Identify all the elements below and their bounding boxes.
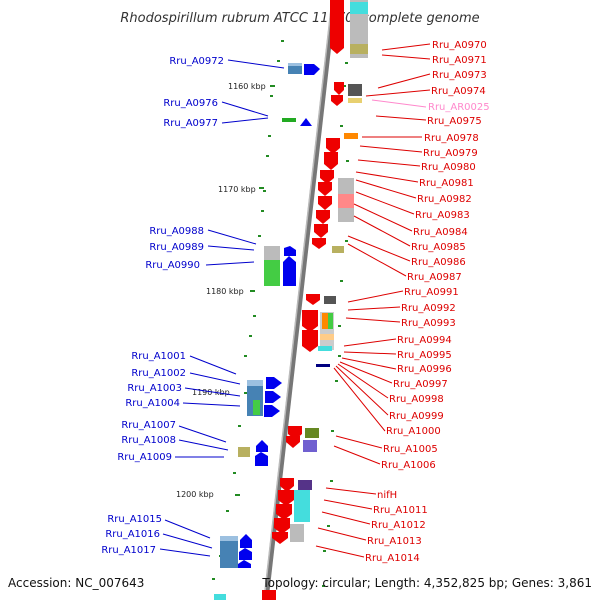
gene-label[interactable]: Rru_A1014 xyxy=(365,553,420,564)
right-gene-labels: Rru_A0970 Rru_A0971 Rru_A0973 Rru_A0974 … xyxy=(365,40,490,564)
kbp-label: 1200 kbp xyxy=(176,490,214,499)
tick-marks xyxy=(212,40,349,587)
gene-label[interactable]: Rru_A0972 xyxy=(169,56,224,67)
gene-label[interactable]: Rru_A0988 xyxy=(149,226,204,237)
forward-strand-features xyxy=(220,63,320,568)
gene-label[interactable]: Rru_A1004 xyxy=(125,398,180,409)
gene-label[interactable]: Rru_A0991 xyxy=(404,287,459,298)
right-connectors xyxy=(315,43,431,558)
gene-label[interactable]: Rru_A0978 xyxy=(424,133,479,144)
kbp-label: 1180 kbp xyxy=(206,287,244,296)
gene-label[interactable]: Rru_A1005 xyxy=(383,444,438,455)
map-title: Rhodospirillum rubrum ATCC 11170, comple… xyxy=(120,11,479,26)
gene-label[interactable]: Rru_A1000 xyxy=(386,426,441,437)
gene-label[interactable]: Rru_A0990 xyxy=(145,260,200,271)
gene-label[interactable]: Rru_A0989 xyxy=(149,242,204,253)
gene-label[interactable]: Rru_A0996 xyxy=(397,364,452,375)
gene-label[interactable]: Rru_AR0025 xyxy=(428,102,490,113)
gene-label[interactable]: Rru_A1017 xyxy=(101,545,156,556)
left-connectors xyxy=(159,59,285,557)
reverse-strand-features xyxy=(214,0,368,600)
accession-text: Accession: NC_007643 xyxy=(8,576,144,590)
gene-label[interactable]: Rru_A0994 xyxy=(397,335,452,346)
gene-label[interactable]: Rru_A1002 xyxy=(131,368,186,379)
kbp-label: 1190 kbp xyxy=(192,388,230,397)
gene-label[interactable]: Rru_A0980 xyxy=(421,162,476,173)
gene-label[interactable]: Rru_A1016 xyxy=(105,529,160,540)
gene-label[interactable]: Rru_A0977 xyxy=(163,118,218,129)
gene-label[interactable]: Rru_A0974 xyxy=(431,86,486,97)
gene-label[interactable]: Rru_A1012 xyxy=(371,520,426,531)
kbp-label: 1170 kbp xyxy=(218,185,256,194)
gene-label[interactable]: Rru_A0986 xyxy=(411,257,466,268)
gene-label[interactable]: Rru_A1006 xyxy=(381,460,436,471)
gene-label[interactable]: Rru_A1008 xyxy=(121,435,176,446)
gene-label[interactable]: nifH xyxy=(377,490,397,501)
rna-connector xyxy=(371,99,427,108)
topology-text: Topology: circular; Length: 4,352,825 bp… xyxy=(261,576,592,590)
gene-label[interactable]: Rru_A0982 xyxy=(417,194,472,205)
gene-label[interactable]: Rru_A1001 xyxy=(131,351,186,362)
gene-label[interactable]: Rru_A0975 xyxy=(427,116,482,127)
gene-label[interactable]: Rru_A0973 xyxy=(432,70,487,81)
gene-label[interactable]: Rru_A0976 xyxy=(163,98,218,109)
gene-label[interactable]: Rru_A0979 xyxy=(423,148,478,159)
gene-label[interactable]: Rru_A0993 xyxy=(401,318,456,329)
gene-label[interactable]: Rru_A1007 xyxy=(121,420,176,431)
gene-label[interactable]: Rru_A0985 xyxy=(411,242,466,253)
genome-backbone xyxy=(263,0,337,600)
gene-label[interactable]: Rru_A0971 xyxy=(432,55,487,66)
gene-label[interactable]: Rru_A0999 xyxy=(389,411,444,422)
gene-label[interactable]: Rru_A1003 xyxy=(127,383,182,394)
gene-label[interactable]: Rru_A1015 xyxy=(107,514,162,525)
gene-label[interactable]: Rru_A0995 xyxy=(397,350,452,361)
gene-label[interactable]: Rru_A0997 xyxy=(393,379,448,390)
gene-label[interactable]: Rru_A0998 xyxy=(389,394,444,405)
gene-label[interactable]: Rru_A0970 xyxy=(432,40,487,51)
gene-label[interactable]: Rru_A0983 xyxy=(415,210,470,221)
gene-label[interactable]: Rru_A0987 xyxy=(407,272,462,283)
gene-label[interactable]: Rru_A1013 xyxy=(367,536,422,547)
gene-label[interactable]: Rru_A0992 xyxy=(401,303,456,314)
kbp-labels: 1160 kbp 1170 kbp 1180 kbp 1190 kbp 1200… xyxy=(176,82,266,499)
left-gene-labels: Rru_A0972 Rru_A0976 Rru_A0977 Rru_A0988 … xyxy=(101,56,224,556)
gene-label[interactable]: Rru_A1011 xyxy=(373,505,428,516)
gene-label[interactable]: Rru_A0981 xyxy=(419,178,474,189)
gene-label[interactable]: Rru_A1009 xyxy=(117,452,172,463)
kbp-label: 1160 kbp xyxy=(228,82,266,91)
gene-label[interactable]: Rru_A0984 xyxy=(413,227,468,238)
